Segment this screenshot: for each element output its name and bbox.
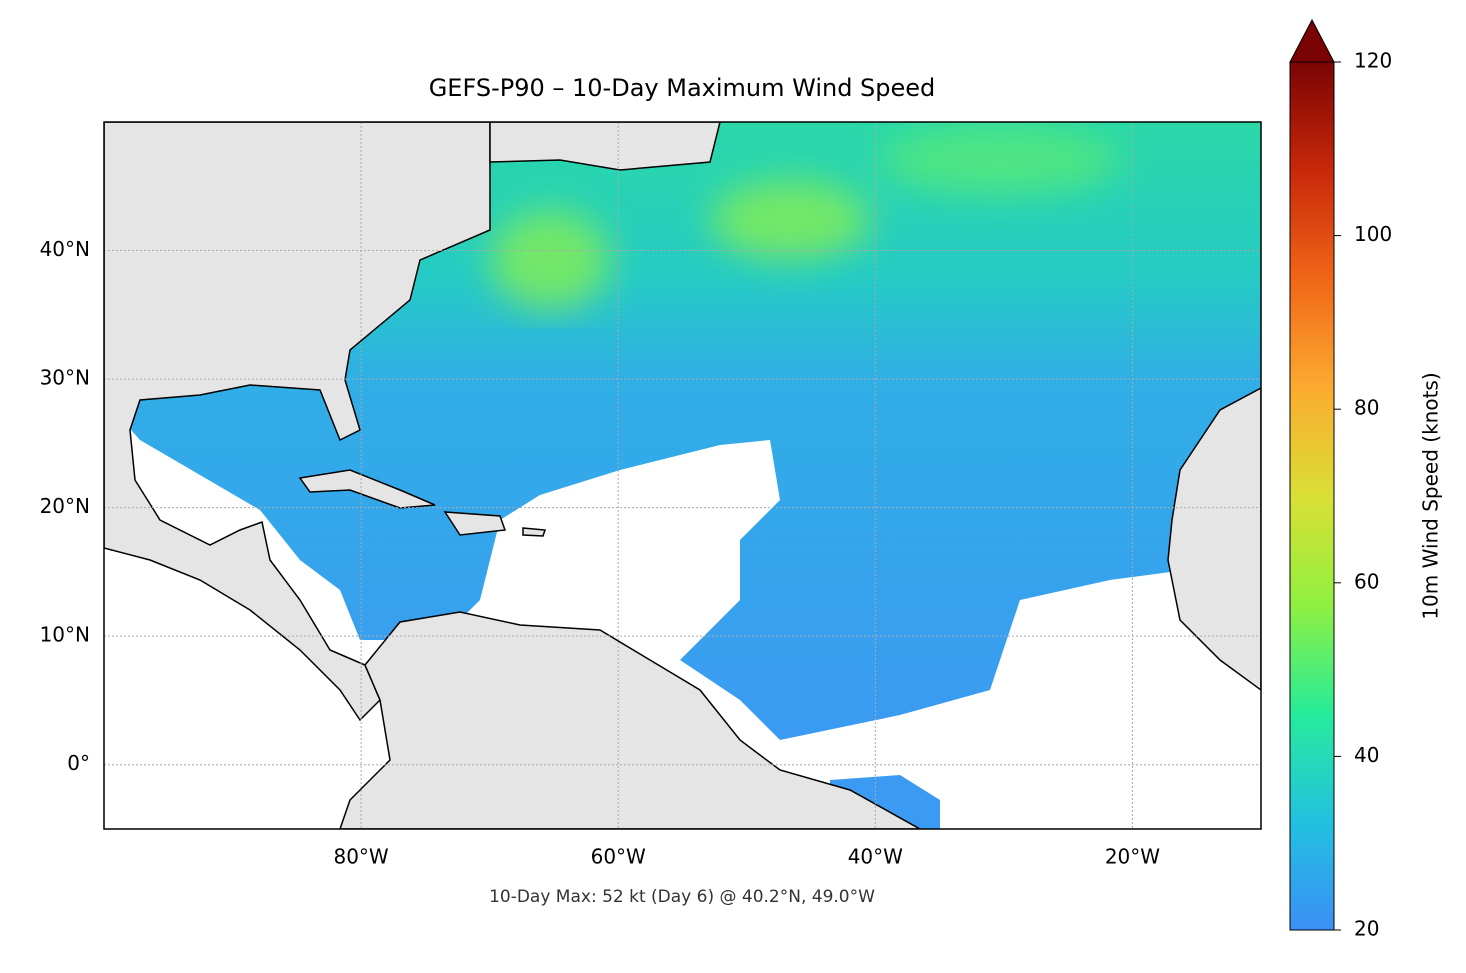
colorbar-tick-label: 40 — [1354, 743, 1379, 767]
colorbar-tick-label: 20 — [1354, 917, 1379, 941]
wind-maxima — [490, 125, 1120, 310]
africa — [1167, 387, 1261, 691]
colorbar-extend — [1289, 18, 1335, 63]
map-frame — [103, 121, 1262, 830]
x-tick-label: 60°W — [591, 845, 646, 869]
canada-east — [489, 122, 721, 171]
footnote: 10-Day Max: 52 kt (Day 6) @ 40.2°N, 49.0… — [489, 887, 875, 907]
colorbar — [1289, 61, 1335, 931]
colorbar-tick-label: 120 — [1354, 49, 1392, 73]
y-tick-label: 10°N — [40, 623, 90, 647]
colorbar-tick-label: 80 — [1354, 396, 1379, 420]
gridlines — [104, 122, 1261, 829]
colorbar-tick-label: 60 — [1354, 569, 1379, 593]
north-america — [104, 122, 491, 722]
puerto-rico — [522, 527, 547, 537]
x-tick-label: 20°W — [1105, 845, 1160, 869]
cuba — [298, 469, 436, 509]
south-america — [339, 611, 922, 829]
colorbar-tick-label: 100 — [1354, 222, 1392, 246]
x-tick-label: 40°W — [848, 845, 903, 869]
map — [104, 122, 1261, 829]
y-tick-label: 0° — [67, 751, 90, 775]
colorbar-label: 10m Wind Speed (knots) — [1419, 372, 1443, 619]
x-tick-label: 80°W — [333, 845, 388, 869]
chart-title: GEFS-P90 – 10-Day Maximum Wind Speed — [429, 74, 936, 102]
y-tick-label: 30°N — [40, 366, 90, 390]
y-tick-label: 40°N — [40, 237, 90, 261]
y-tick-label: 20°N — [40, 494, 90, 518]
hispaniola — [443, 511, 507, 536]
